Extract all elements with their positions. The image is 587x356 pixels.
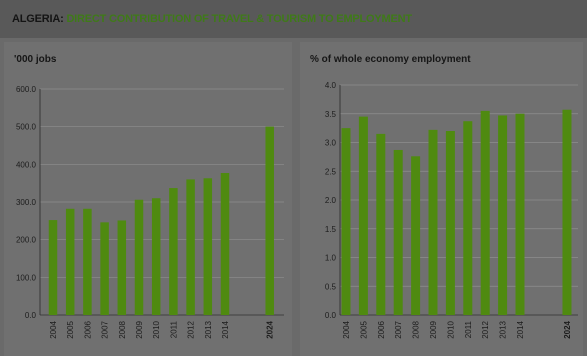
page-title: ALGERIA: DIRECT CONTRIBUTION OF TRAVEL &… (12, 13, 412, 25)
title-country: ALGERIA: (12, 13, 64, 25)
y-tick-label: 1.5 (325, 225, 337, 234)
bar-2014 (515, 113, 525, 315)
x-tick-label: 2008 (118, 320, 127, 338)
bar-2012 (480, 110, 490, 315)
y-tick-label: 300.0 (16, 198, 37, 207)
y-tick-label: 200.0 (16, 236, 37, 245)
title-subject: DIRECT CONTRIBUTION OF TRAVEL & TOURISM … (66, 13, 412, 25)
x-tick-label: 2009 (135, 320, 144, 338)
bar-2006 (376, 133, 386, 315)
y-tick-label: 2.0 (325, 196, 337, 205)
y-tick-label: 3.0 (325, 139, 337, 148)
y-tick-label: 400.0 (16, 160, 37, 169)
bar-2008 (411, 156, 421, 315)
x-tick-label: 2009 (429, 320, 438, 338)
share-bar-chart: 0.0 0.5 1.0 1.5 2.0 2.5 3.0 3.5 4.0 2004 2005 2006 2… (325, 81, 578, 339)
jobs-chart-panel: '000 jobs 0.0 100.0 200.0 300.0 400.0 500.0 60… (4, 42, 292, 356)
y-tick-label: 500.0 (16, 123, 37, 132)
x-tick-label: 2013 (204, 320, 213, 338)
y-tick-label: 0.0 (325, 311, 337, 320)
x-tick-label: 2007 (394, 320, 403, 338)
bar-2013 (498, 115, 508, 315)
bar-2024 (562, 109, 572, 315)
y-tick-label: 0.0 (25, 311, 37, 320)
bar-2009 (134, 199, 144, 315)
jobs-chart-title: '000 jobs (14, 54, 57, 65)
bar-2013 (203, 178, 213, 315)
bar-2010 (151, 198, 161, 315)
x-tick-label: 2013 (499, 320, 508, 338)
x-tick-label: 2010 (152, 320, 161, 338)
bar-2008 (117, 220, 127, 315)
bar-2012 (186, 179, 195, 315)
bar-2007 (393, 149, 403, 315)
x-tick-label: 2008 (412, 320, 421, 338)
bar-2009 (428, 129, 438, 315)
y-tick-label: 2.5 (325, 167, 337, 176)
y-tick-label: 4.0 (325, 81, 337, 90)
bar-2024 (265, 126, 274, 316)
bar-2004 (48, 220, 58, 315)
jobs-bar-chart: 0.0 100.0 200.0 300.0 400.0 500.0 600.0 2004 200… (16, 85, 284, 339)
bar-2005 (358, 116, 368, 315)
header-band: ALGERIA: DIRECT CONTRIBUTION OF TRAVEL &… (0, 0, 587, 38)
x-tick-label: 2005 (359, 320, 368, 338)
x-tick-label: 2012 (481, 320, 490, 338)
x-tick-label: 2004 (342, 320, 351, 338)
x-tick-label: 2006 (377, 320, 386, 338)
y-tick-label: 3.5 (325, 110, 337, 119)
x-tick-label: 2014 (516, 320, 525, 338)
x-tick-label: 2014 (221, 320, 230, 338)
y-tick-label: 100.0 (16, 273, 37, 282)
x-tick-label: 2024 (266, 320, 275, 338)
share-chart-panel: % of whole economy employment 0.0 0.5 1.0 1… (300, 42, 583, 356)
x-tick-label: 2004 (49, 320, 58, 338)
x-tick-label: 2012 (187, 320, 196, 338)
y-tick-label: 0.5 (325, 282, 337, 291)
x-tick-label: 2010 (446, 320, 455, 338)
x-tick-label: 2007 (101, 320, 110, 338)
x-tick-label: 2011 (169, 320, 178, 338)
x-tick-label: 2011 (464, 320, 473, 338)
bar-2014 (220, 172, 230, 315)
x-tick-label: 2024 (563, 320, 572, 338)
bar-2007 (100, 222, 109, 315)
x-tick-label: 2006 (83, 320, 92, 338)
share-chart-title: % of whole economy employment (310, 54, 471, 65)
bar-2005 (65, 208, 75, 315)
bar-2004 (341, 128, 351, 315)
bar-2011 (463, 121, 473, 315)
bar-2011 (169, 188, 178, 315)
x-tick-label: 2005 (66, 320, 75, 338)
y-tick-label: 600.0 (16, 85, 37, 94)
y-tick-label: 1.0 (325, 254, 337, 263)
bar-2010 (445, 131, 455, 315)
bar-2006 (83, 208, 92, 315)
